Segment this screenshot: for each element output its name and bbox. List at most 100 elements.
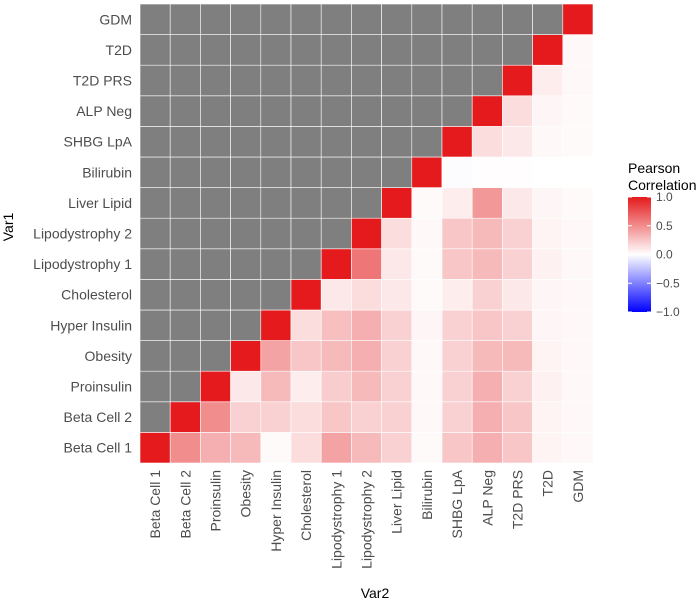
heatmap-cell (411, 340, 443, 372)
heatmap-cell (139, 156, 171, 188)
heatmap-cell (441, 370, 473, 403)
heatmap-cell (411, 64, 443, 97)
heatmap-cell (381, 248, 413, 280)
heatmap-cell (260, 187, 292, 219)
heatmap-cell (471, 3, 503, 35)
heatmap-cell (169, 187, 201, 219)
legend-tick-label: −1.0 (656, 305, 680, 319)
heatmap-cell (230, 340, 262, 372)
heatmap-cell (200, 126, 231, 158)
heatmap-cell (441, 401, 473, 433)
heatmap-cell (471, 156, 503, 188)
heatmap-cell (290, 401, 322, 433)
heatmap-cell (139, 432, 171, 464)
heatmap-cell (381, 187, 413, 219)
y-tick-label: Hyper Insulin (50, 317, 132, 333)
heatmap-cell (139, 217, 171, 250)
heatmap-cell (502, 64, 533, 97)
heatmap-cell (441, 95, 473, 127)
x-tick-label: Beta Cell 2 (177, 470, 193, 539)
heatmap-cell (230, 126, 262, 158)
heatmap-cell (290, 187, 322, 219)
heatmap-cell (471, 64, 503, 97)
heatmap-cell (502, 279, 533, 311)
heatmap-cell (411, 309, 443, 341)
heatmap-cell (169, 95, 201, 127)
heatmap-cell (260, 309, 292, 341)
heatmap-cell (139, 3, 171, 35)
heatmap-cells (139, 3, 594, 464)
y-tick-label: T2D (106, 42, 132, 58)
heatmap-cell (230, 187, 262, 219)
heatmap-cell (411, 156, 443, 188)
heatmap-cell (169, 340, 201, 372)
heatmap-cell (230, 64, 262, 97)
heatmap-cell (169, 126, 201, 158)
heatmap-cell (290, 156, 322, 188)
heatmap-cell (532, 126, 564, 158)
x-tick-label: GDM (570, 470, 586, 503)
heatmap-cell (169, 64, 201, 97)
heatmap-cell (532, 156, 564, 188)
heatmap-cell (320, 432, 352, 464)
heatmap-cell (139, 340, 171, 372)
heatmap-cell (200, 401, 231, 433)
heatmap-cell (532, 217, 564, 250)
x-tick-label: Obesity (238, 470, 254, 517)
heatmap-cell (502, 401, 533, 433)
heatmap-cell (441, 3, 473, 35)
heatmap-cell (351, 279, 382, 311)
heatmap-cell (200, 187, 231, 219)
heatmap-cell (200, 248, 231, 280)
heatmap-cell (230, 248, 262, 280)
heatmap-cell (169, 401, 201, 433)
heatmap-cell (139, 126, 171, 158)
heatmap-cell (532, 432, 564, 464)
heatmap-cell (230, 309, 262, 341)
heatmap-cell (230, 432, 262, 464)
x-tick-label: ALP Neg (479, 470, 495, 526)
heatmap-cell (502, 217, 533, 250)
heatmap-cell (502, 370, 533, 403)
heatmap-cell (562, 126, 594, 158)
heatmap-cell (441, 340, 473, 372)
legend-tick-label: 1.0 (656, 190, 673, 204)
heatmap-cell (290, 432, 322, 464)
heatmap-cell (441, 432, 473, 464)
legend-title-line-2: Correlation (628, 177, 696, 193)
heatmap-cell (562, 309, 594, 341)
heatmap-cell (532, 187, 564, 219)
x-tick-label: Beta Cell 1 (147, 470, 163, 539)
heatmap-cell (230, 156, 262, 188)
heatmap-cell (562, 432, 594, 464)
y-tick-label: Lipodystrophy 2 (33, 226, 132, 242)
heatmap-cell (169, 34, 201, 66)
heatmap-cell (290, 3, 322, 35)
heatmap-cell (471, 217, 503, 250)
heatmap-cell (381, 279, 413, 311)
heatmap-cell (139, 187, 171, 219)
heatmap-cell (411, 3, 443, 35)
heatmap-cell (381, 370, 413, 403)
heatmap-cell (411, 370, 443, 403)
heatmap-cell (169, 432, 201, 464)
heatmap-cell (381, 340, 413, 372)
heatmap-cell (381, 156, 413, 188)
heatmap-cell (441, 126, 473, 158)
heatmap-cell (562, 156, 594, 188)
heatmap-cell (381, 3, 413, 35)
heatmap-cell (441, 34, 473, 66)
heatmap-cell (441, 187, 473, 219)
heatmap-cell (411, 432, 443, 464)
heatmap-cell (411, 217, 443, 250)
heatmap-cell (200, 95, 231, 127)
heatmap-cell (230, 401, 262, 433)
heatmap-cell (200, 64, 231, 97)
heatmap-cell (139, 279, 171, 311)
heatmap-cell (320, 187, 352, 219)
heatmap-cell (351, 340, 382, 372)
heatmap-cell (260, 279, 292, 311)
heatmap-cell (200, 156, 231, 188)
heatmap-cell (471, 370, 503, 403)
heatmap-cell (169, 156, 201, 188)
